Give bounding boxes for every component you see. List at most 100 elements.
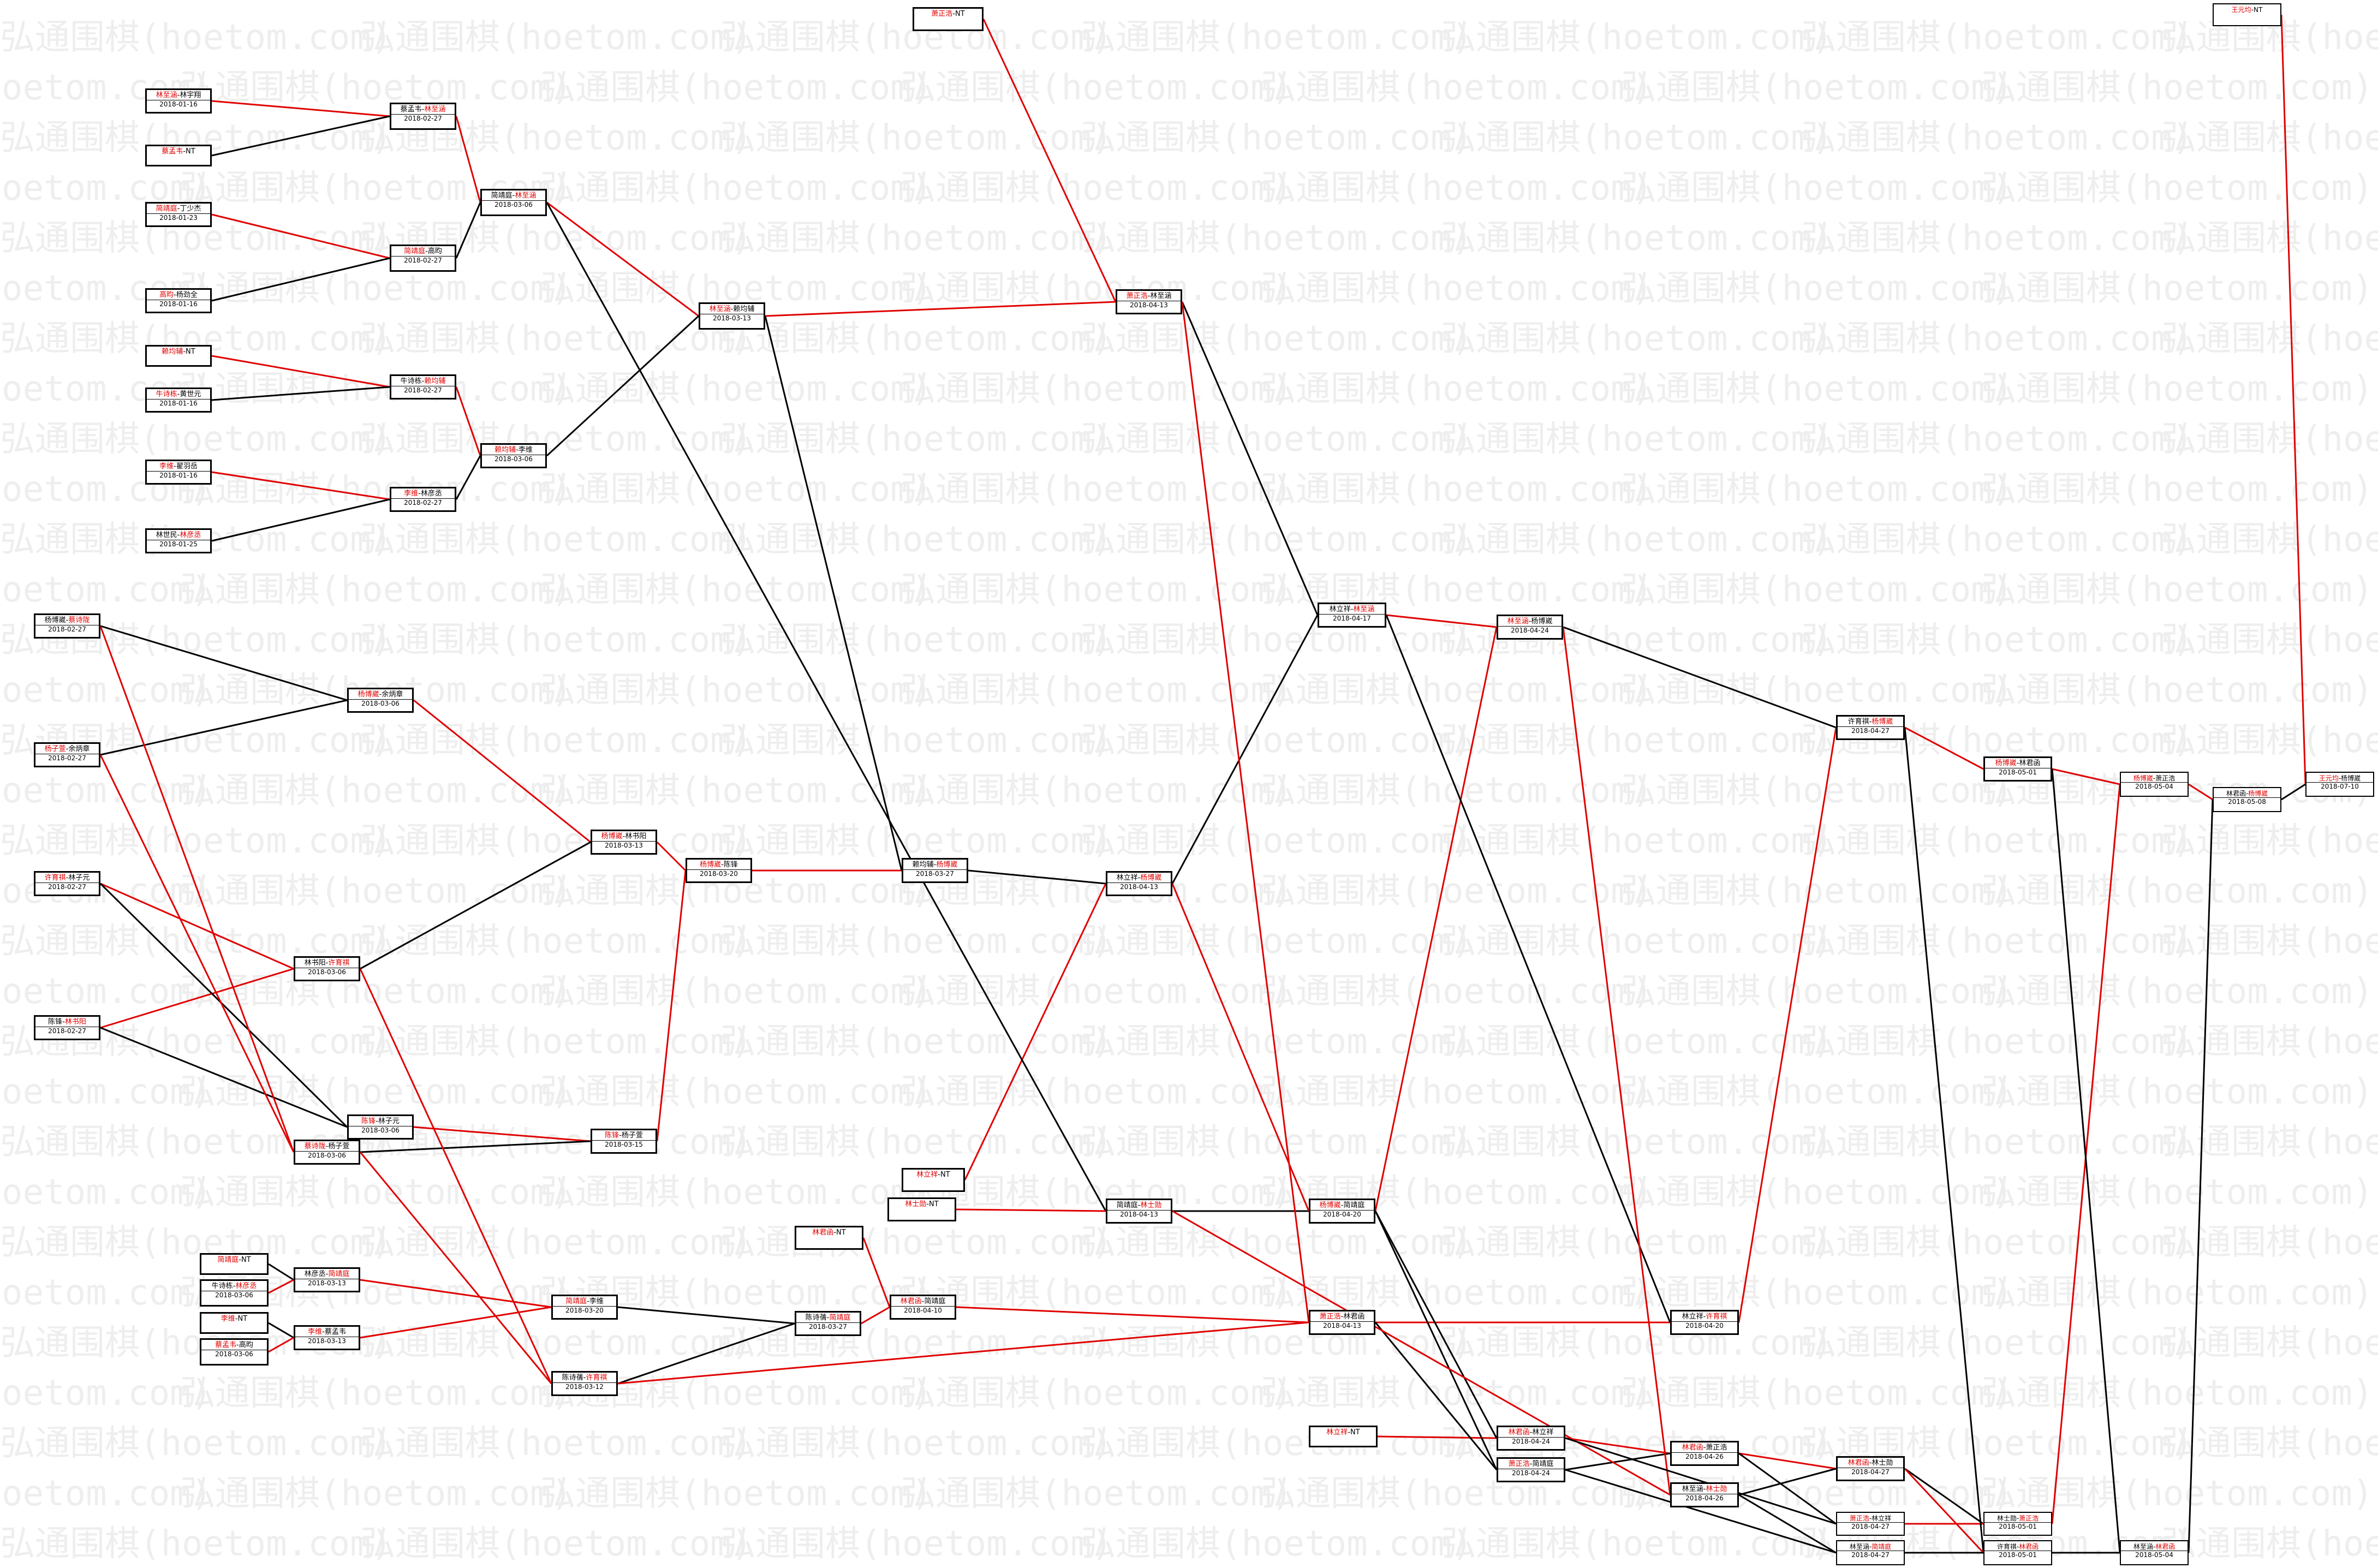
bracket-edge bbox=[100, 625, 348, 701]
match-players: 林彦丞-简靖庭 bbox=[304, 1270, 350, 1278]
match-node[interactable]: 杨博崴-简靖庭 2018-04-20 bbox=[1309, 1199, 1375, 1224]
player-b: NT bbox=[2254, 6, 2263, 14]
player-b: 简靖庭 bbox=[924, 1297, 946, 1305]
match-date: 2018-07-10 bbox=[2307, 782, 2373, 790]
player-b: NT bbox=[237, 1315, 248, 1323]
match-node[interactable]: 王元均-杨博崴 2018-07-10 bbox=[2305, 772, 2374, 797]
match-node[interactable]: 杨子萱-余炳章 2018-02-27 bbox=[34, 742, 100, 767]
match-node[interactable]: 王元均-NT bbox=[2213, 3, 2281, 26]
match-node[interactable]: 林至涵-杨博崴 2018-04-24 bbox=[1497, 615, 1563, 640]
match-node[interactable]: 林立祥-林至涵 2018-04-17 bbox=[1318, 603, 1386, 628]
match-node[interactable]: 林君函-林士勋 2018-04-27 bbox=[1836, 1456, 1905, 1481]
match-node[interactable]: 李维-NT bbox=[200, 1312, 269, 1334]
player-a: 蔡孟韦 bbox=[162, 147, 183, 156]
match-date: 2018-02-27 bbox=[391, 256, 455, 264]
match-node[interactable]: 简靖庭-NT bbox=[200, 1253, 269, 1275]
match-node[interactable]: 杨博崴-林君函 2018-05-01 bbox=[1983, 756, 2052, 782]
match-node[interactable]: 陈诗蒨-简靖庭 2018-03-27 bbox=[795, 1311, 861, 1336]
match-node[interactable]: 许育祺-杨博崴 2018-04-27 bbox=[1836, 715, 1905, 740]
match-players: 蔡孟韦-林至涵 bbox=[400, 105, 446, 114]
match-node[interactable]: 林君函-林立祥 2018-04-24 bbox=[1497, 1426, 1565, 1451]
player-b: 萧正浩 bbox=[2155, 774, 2176, 782]
match-node[interactable]: 李维-翟羽岳 2018-01-16 bbox=[145, 460, 212, 485]
player-b: 翟羽岳 bbox=[176, 462, 198, 470]
match-date: 2018-03-06 bbox=[295, 1151, 359, 1159]
match-node[interactable]: 杨博崴-林书阳 2018-03-13 bbox=[591, 830, 657, 855]
match-node[interactable]: 赖均辅-NT bbox=[145, 345, 212, 367]
match-node[interactable]: 林至涵-赖均辅 2018-03-13 bbox=[699, 302, 765, 330]
match-date: 2018-03-20 bbox=[687, 869, 750, 878]
match-node[interactable]: 赖均辅-杨博崴 2018-03-27 bbox=[902, 858, 968, 883]
bracket-edge bbox=[1171, 883, 1310, 1212]
match-node[interactable]: 林至涵-林君函 2018-05-04 bbox=[2120, 1540, 2189, 1565]
match-node[interactable]: 牛诗栋-林彦丞 2018-03-06 bbox=[200, 1279, 269, 1307]
match-node[interactable]: 陈诗蒨-许育祺 2018-03-12 bbox=[551, 1371, 618, 1396]
match-node[interactable]: 萧正浩-简靖庭 2018-04-24 bbox=[1497, 1457, 1565, 1482]
match-node[interactable]: 林世民-林彦丞 2018-01-25 bbox=[145, 528, 212, 553]
bracket-edge bbox=[100, 883, 294, 970]
match-node[interactable]: 李维-林彦丞 2018-02-27 bbox=[390, 487, 456, 512]
match-node[interactable]: 简靖庭-高昀 2018-02-27 bbox=[390, 245, 456, 272]
match-node[interactable]: 林立祥-NT bbox=[902, 1168, 965, 1192]
match-node[interactable]: 萧正浩-林至涵 2018-04-13 bbox=[1116, 289, 1182, 314]
match-players: 杨博崴-余炳章 bbox=[357, 690, 403, 699]
player-b: 许育祺 bbox=[328, 959, 350, 967]
match-node[interactable]: 杨博崴-萧正浩 2018-05-04 bbox=[2120, 772, 2189, 797]
match-node[interactable]: 林至涵-简靖庭 2018-04-27 bbox=[1836, 1540, 1905, 1565]
player-b: 简靖庭 bbox=[1532, 1460, 1554, 1468]
match-node[interactable]: 林君函-NT bbox=[795, 1226, 863, 1250]
match-node[interactable]: 林君函-杨博崴 2018-05-08 bbox=[2213, 787, 2281, 812]
match-node[interactable]: 牛诗栋-黄世元 2018-01-16 bbox=[145, 387, 212, 413]
match-node[interactable]: 杨博崴-陈锋 2018-03-20 bbox=[686, 858, 752, 883]
player-a: 许育祺 bbox=[1996, 1543, 2017, 1551]
match-players: 蔡孟韦-NT bbox=[162, 147, 195, 156]
match-node[interactable]: 赖均辅-李维 2018-03-06 bbox=[480, 443, 547, 468]
bracket-edge bbox=[1738, 1452, 1837, 1525]
match-node[interactable]: 李维-蔡孟韦 2018-03-13 bbox=[294, 1325, 360, 1350]
bracket-edge bbox=[1738, 1468, 1837, 1496]
match-node[interactable]: 林君函-萧正浩 2018-04-26 bbox=[1670, 1441, 1739, 1466]
match-node[interactable]: 蔡孟韦-林至涵 2018-02-27 bbox=[390, 103, 456, 130]
player-a: 简靖庭 bbox=[404, 247, 426, 255]
match-node[interactable]: 陈锋-林书阳 2018-02-27 bbox=[34, 1015, 100, 1040]
match-node[interactable]: 陈锋-林子元 2018-03-06 bbox=[347, 1114, 414, 1140]
bracket-edge bbox=[2280, 14, 2307, 785]
player-b: 许育祺 bbox=[1706, 1313, 1727, 1321]
match-node[interactable]: 高昀-杨劲全 2018-01-16 bbox=[145, 288, 212, 313]
match-players: 王元均-杨博崴 bbox=[2319, 774, 2361, 782]
match-node[interactable]: 简靖庭-丁少杰 2018-01-23 bbox=[145, 202, 212, 227]
match-node[interactable]: 牛诗栋-赖均辅 2018-02-27 bbox=[390, 374, 456, 400]
match-node[interactable]: 杨博崴-蔡诗陇 2018-02-27 bbox=[34, 613, 100, 639]
match-players: 林君函-萧正浩 bbox=[1682, 1444, 1727, 1452]
player-b: 林立祥 bbox=[1532, 1428, 1554, 1436]
match-node[interactable]: 萧正浩-林立祥 2018-04-27 bbox=[1836, 1512, 1905, 1536]
match-node[interactable]: 林至涵-林宇翔 2018-01-16 bbox=[145, 88, 212, 114]
match-node[interactable]: 蔡孟韦-高昀 2018-03-06 bbox=[200, 1338, 269, 1366]
match-date: 2018-03-06 bbox=[349, 699, 412, 707]
match-date: 2018-04-13 bbox=[1107, 1210, 1171, 1218]
match-node[interactable]: 许育祺-林子元 2018-02-27 bbox=[34, 871, 100, 896]
match-node[interactable]: 简靖庭-李维 2018-03-20 bbox=[551, 1295, 618, 1320]
match-node[interactable]: 简靖庭-林士勋 2018-04-13 bbox=[1106, 1199, 1172, 1224]
match-node[interactable]: 蔡孟韦-NT bbox=[145, 145, 212, 166]
match-node[interactable]: 许育祺-林君函 2018-05-01 bbox=[1983, 1540, 2052, 1565]
match-node[interactable]: 陈锋-杨子萱 2018-03-15 bbox=[591, 1129, 657, 1154]
match-node[interactable]: 杨博崴-余炳章 2018-03-06 bbox=[347, 688, 414, 713]
match-node[interactable]: 林至涵-林士勋 2018-04-26 bbox=[1670, 1482, 1739, 1507]
match-node[interactable]: 简靖庭-林至涵 2018-03-06 bbox=[480, 189, 547, 216]
match-date: 2018-05-01 bbox=[1984, 1551, 2051, 1559]
match-node[interactable]: 林立祥-NT bbox=[1309, 1426, 1378, 1447]
match-node[interactable]: 林书阳-许育祺 2018-03-06 bbox=[294, 956, 360, 981]
match-node[interactable]: 蔡诗陇-杨子萱 2018-03-06 bbox=[294, 1140, 360, 1165]
match-node[interactable]: 林立祥-许育祺 2018-04-20 bbox=[1670, 1310, 1739, 1335]
match-node[interactable]: 林士勋-萧正浩 2018-05-01 bbox=[1983, 1512, 2052, 1536]
match-node[interactable]: 林彦丞-简靖庭 2018-03-13 bbox=[294, 1267, 360, 1292]
match-node[interactable]: 萧正浩-NT bbox=[913, 7, 984, 31]
match-date: 2018-03-13 bbox=[295, 1279, 359, 1287]
match-node[interactable]: 萧正浩-林君函 2018-04-13 bbox=[1309, 1310, 1375, 1335]
match-node[interactable]: 林立祥-杨博崴 2018-04-13 bbox=[1106, 871, 1172, 896]
match-node[interactable]: 林君函-简靖庭 2018-04-10 bbox=[890, 1295, 956, 1320]
bracket-edge bbox=[211, 471, 390, 500]
match-node[interactable]: 林士勋-NT bbox=[887, 1197, 956, 1221]
match-players: 陈锋-林书阳 bbox=[48, 1018, 86, 1026]
